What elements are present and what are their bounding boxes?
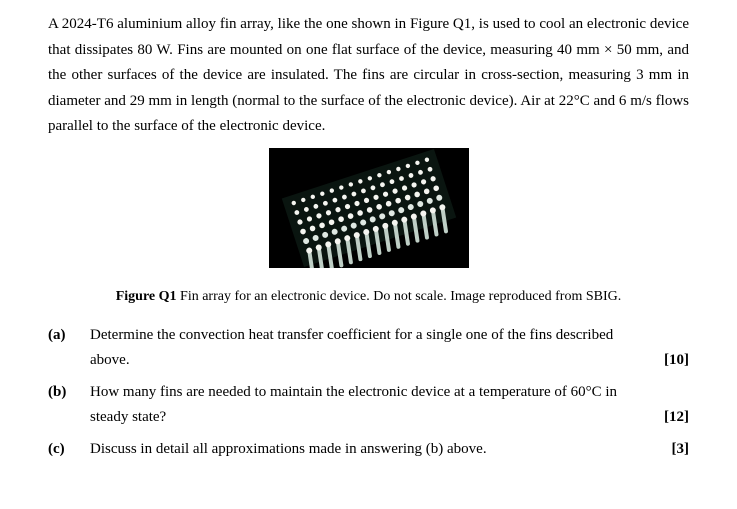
question-c-marks: [3] <box>672 437 690 463</box>
intro-paragraph: A 2024-T6 aluminium alloy fin array, lik… <box>48 12 689 140</box>
question-b-marks: [12] <box>664 405 689 431</box>
question-text-b: How many fins are needed to maintain the… <box>90 380 689 431</box>
page: A 2024-T6 aluminium alloy fin array, lik… <box>0 0 737 480</box>
question-b-line1: How many fins are needed to maintain the… <box>90 384 617 400</box>
question-a-line2: above. <box>90 352 130 368</box>
question-c: (c) Discuss in detail all approximations… <box>48 437 689 463</box>
question-text-c: Discuss in detail all approximations mad… <box>90 437 689 463</box>
question-a: (a) Determine the convection heat transf… <box>48 323 689 374</box>
question-a-marks: [10] <box>664 348 689 374</box>
figure-container <box>48 148 689 278</box>
question-c-line1: Discuss in detail all approximations mad… <box>90 441 487 457</box>
figure-caption-text: Fin array for an electronic device. Do n… <box>177 289 622 304</box>
question-b: (b) How many fins are needed to maintain… <box>48 380 689 431</box>
question-text-a: Determine the convection heat transfer c… <box>90 323 689 374</box>
question-label-a: (a) <box>48 323 90 349</box>
question-label-c: (c) <box>48 437 90 463</box>
figure-caption: Figure Q1 Fin array for an electronic de… <box>48 285 689 309</box>
question-label-b: (b) <box>48 380 90 406</box>
fin-array-svg <box>269 148 469 268</box>
figure-label: Figure Q1 <box>116 289 177 304</box>
fin-array-image <box>269 148 469 268</box>
question-b-line2: steady state? <box>90 409 166 425</box>
question-a-line1: Determine the convection heat transfer c… <box>90 327 613 343</box>
